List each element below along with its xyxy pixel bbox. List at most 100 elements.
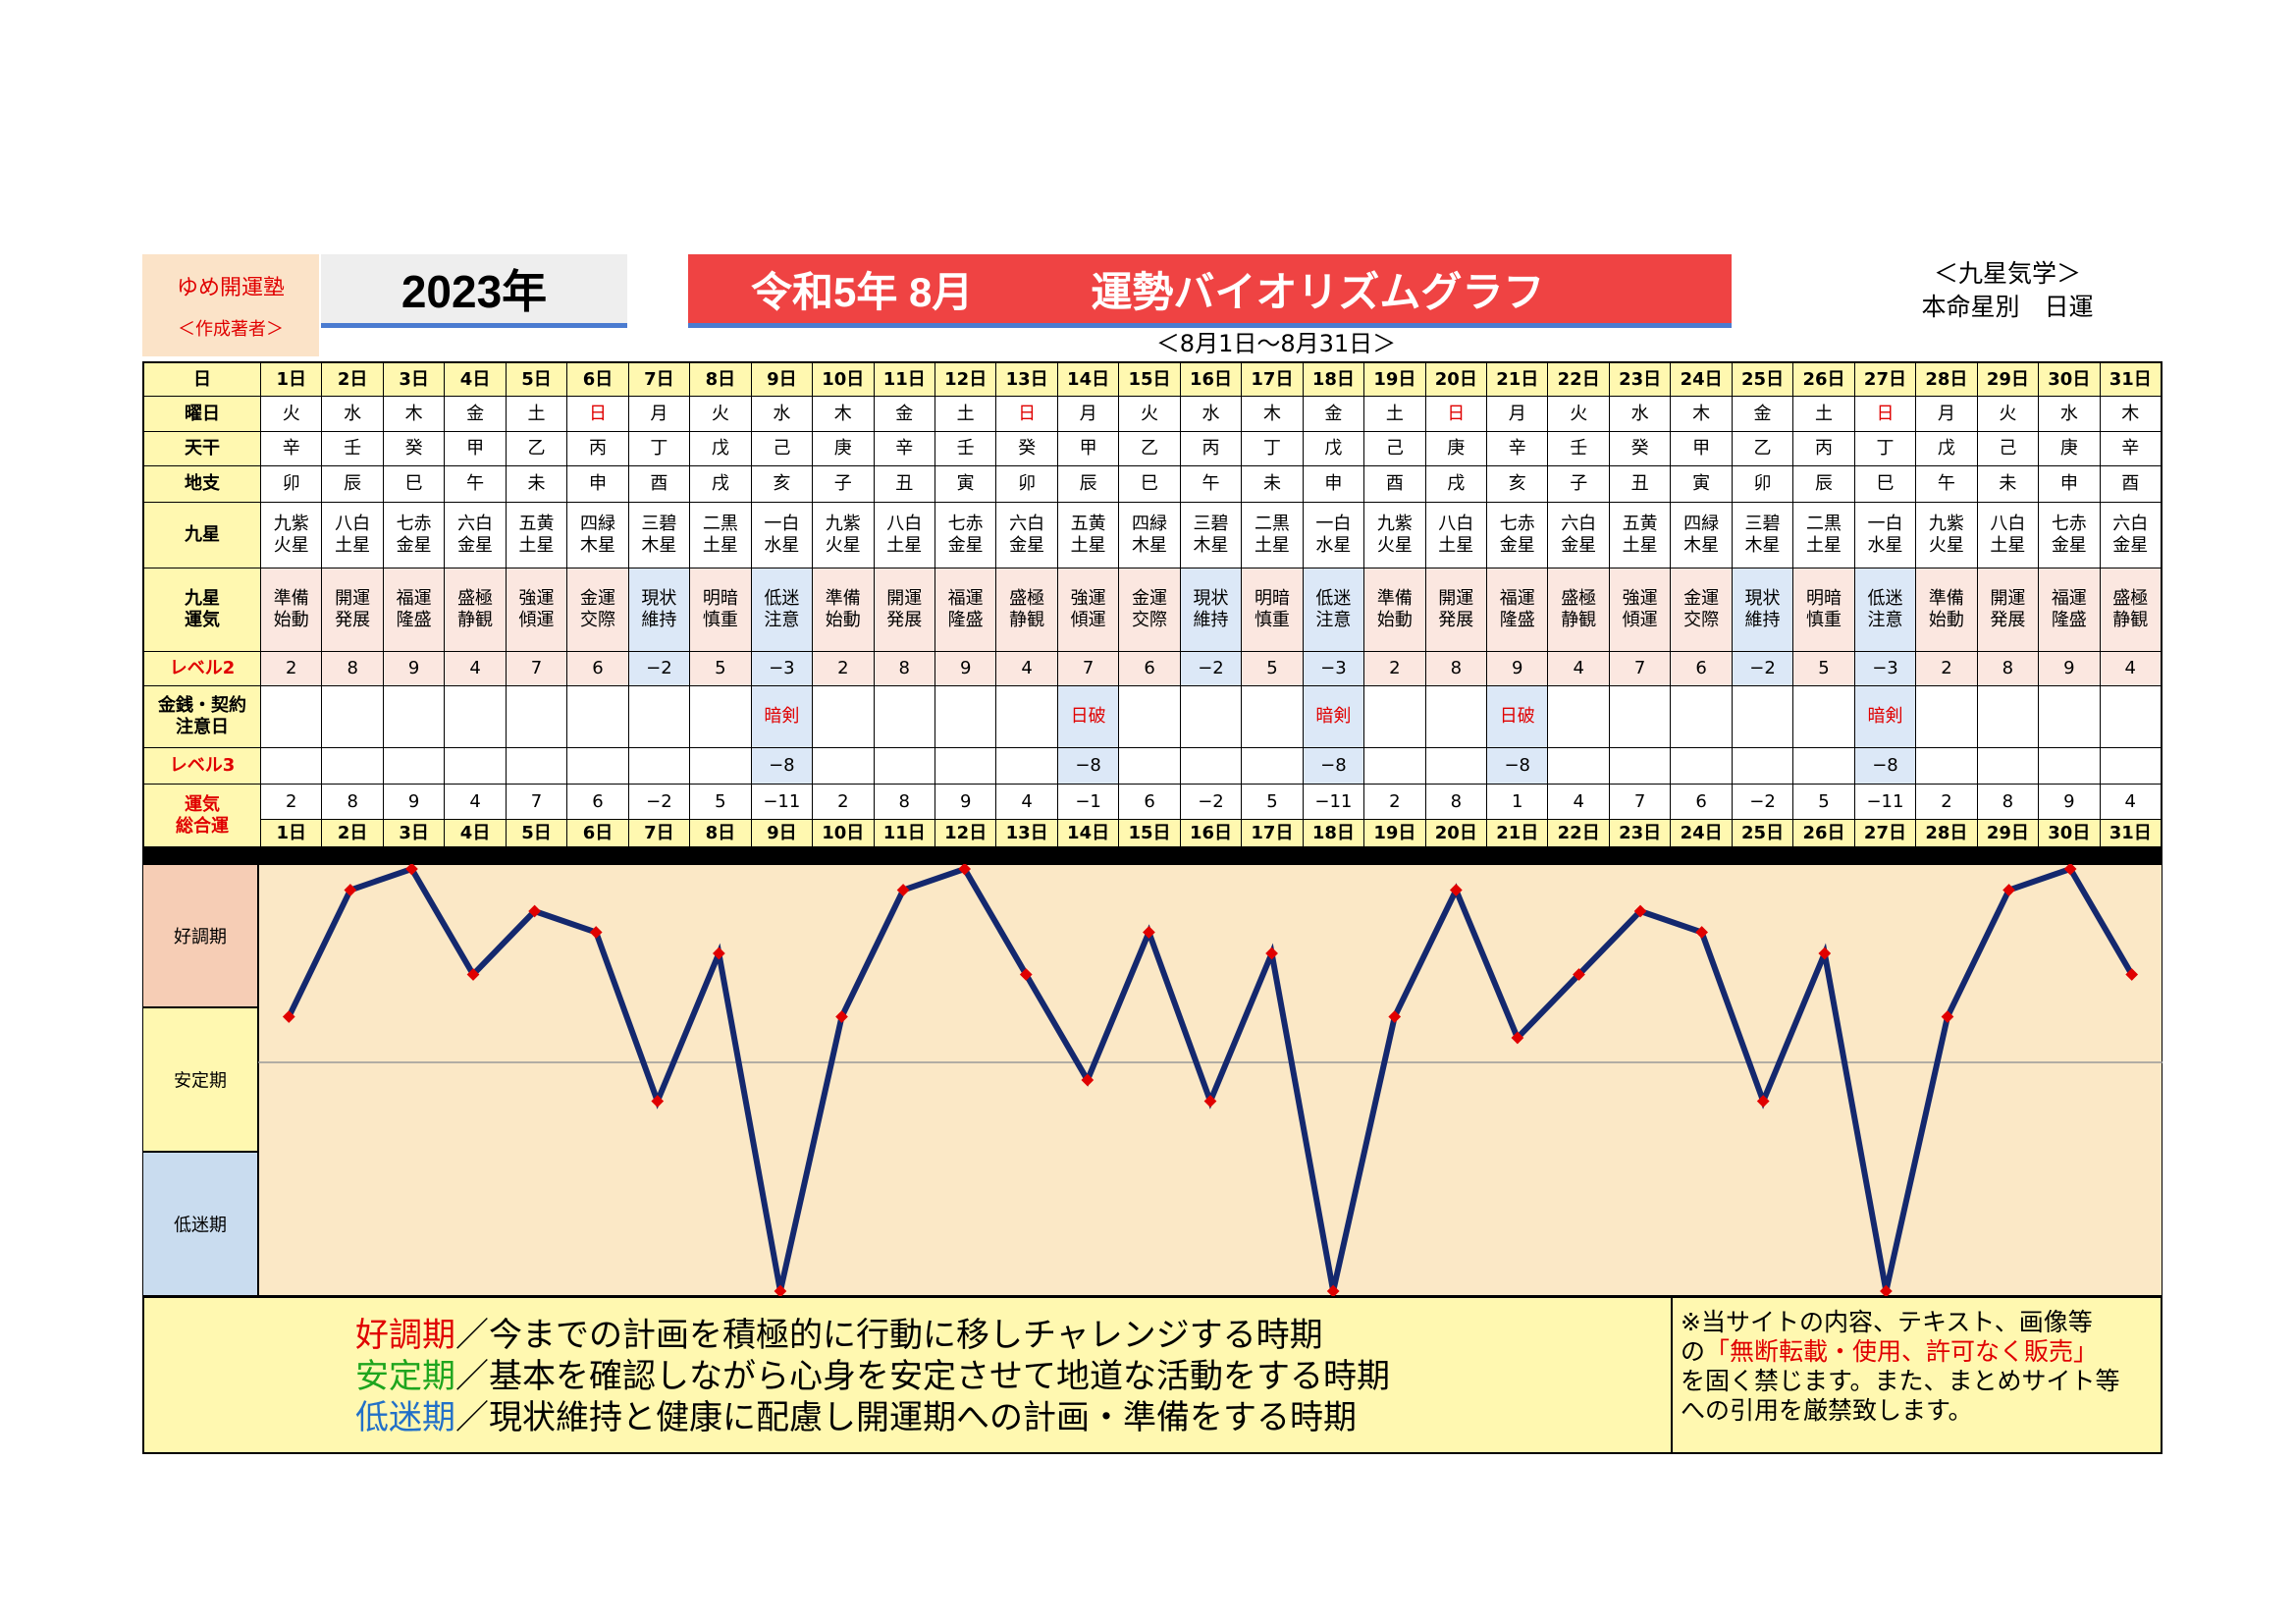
chishi-cell: 未: [506, 466, 567, 502]
weekday-cell: 木: [383, 397, 445, 431]
kyusei-cell: 三碧 木星: [1732, 503, 1793, 568]
level2-cell: −2: [1180, 652, 1242, 685]
chishi-cell: 戌: [1425, 466, 1487, 502]
total-cell: 4: [996, 785, 1057, 819]
note-line-4: への引用を厳禁致します。: [1681, 1396, 1973, 1425]
author-role: ＜作成著者＞: [178, 319, 284, 340]
unki-cell: 開運 発展: [874, 568, 934, 651]
day-header: 3日: [383, 363, 445, 396]
level3-cell: [1242, 748, 1303, 784]
day-footer: 5日: [506, 820, 567, 846]
kyusei-cell: 五黄 土星: [1057, 503, 1119, 568]
total-cell: −2: [628, 785, 690, 819]
chishi-cell: 寅: [934, 466, 996, 502]
level2-cell: 8: [322, 652, 383, 685]
money-cell: [1732, 686, 1793, 747]
day-header: 8日: [690, 363, 751, 396]
kyusei-cell: 八白 土星: [1977, 503, 2039, 568]
weekday-cell: 木: [1242, 397, 1303, 431]
weekday-cell: 土: [934, 397, 996, 431]
money-cell: [690, 686, 751, 747]
tenkan-cell: 丙: [567, 432, 628, 465]
tenkan-cell: 癸: [996, 432, 1057, 465]
level2-cell: −2: [1732, 652, 1793, 685]
day-header: 25日: [1732, 363, 1793, 396]
kyusei-cell: 三碧 木星: [628, 503, 690, 568]
unki-cell: 盛極 静観: [996, 568, 1057, 651]
level2-cell: 9: [2039, 652, 2100, 685]
level2-cell: 8: [874, 652, 934, 685]
tenkan-cell: 壬: [1548, 432, 1609, 465]
weekday-cell: 水: [2039, 397, 2100, 431]
kyusei-cell: 一白 水星: [751, 503, 813, 568]
weekday-cell: 木: [1671, 397, 1732, 431]
unki-cell: 福運 隆盛: [2039, 568, 2100, 651]
money-cell: [1364, 686, 1425, 747]
level3-cell: [261, 748, 322, 784]
day-header: 30日: [2039, 363, 2100, 396]
zone-band: [142, 864, 259, 1008]
weekday-cell: 火: [1977, 397, 2039, 431]
level3-cell: −8: [1057, 748, 1119, 784]
level3-cell: [1548, 748, 1609, 784]
unki-cell: 開運 発展: [322, 568, 383, 651]
day-header: 21日: [1487, 363, 1548, 396]
kyusei-cell: 三碧 木星: [1180, 503, 1242, 568]
weekday-cell: 火: [690, 397, 751, 431]
day-footer: 1日: [261, 820, 322, 846]
label-weekday: 曜日: [144, 397, 260, 431]
money-cell: [2100, 686, 2161, 747]
kyusei-cell: 五黄 土星: [506, 503, 567, 568]
total-cell: 6: [567, 785, 628, 819]
unki-cell: 強運 傾運: [1609, 568, 1671, 651]
total-cell: −1: [1057, 785, 1119, 819]
unki-cell: 準備 始動: [261, 568, 322, 651]
day-header: 27日: [1854, 363, 1916, 396]
total-cell: 7: [1609, 785, 1671, 819]
zone-label: 安定期: [174, 1071, 227, 1092]
method-subtitle: 本命星別 日運: [1921, 293, 2094, 321]
label-level3: レベル3: [144, 748, 260, 784]
unki-cell: 盛極 静観: [445, 568, 506, 651]
level2-cell: 2: [1916, 652, 1977, 685]
total-cell: −2: [1732, 785, 1793, 819]
money-cell: [1242, 686, 1303, 747]
tenkan-cell: 甲: [445, 432, 506, 465]
weekday-cell: 水: [1609, 397, 1671, 431]
zone-band: [142, 1151, 259, 1296]
kyusei-cell: 六白 金星: [1548, 503, 1609, 568]
day-header: 24日: [1671, 363, 1732, 396]
total-cell: 4: [1548, 785, 1609, 819]
level3-cell: [1364, 748, 1425, 784]
weekday-cell: 日: [996, 397, 1057, 431]
legend-good-term: 好調期: [355, 1316, 455, 1355]
day-header: 31日: [2100, 363, 2161, 396]
tenkan-cell: 壬: [322, 432, 383, 465]
chishi-cell: 子: [813, 466, 874, 502]
level2-cell: 5: [690, 652, 751, 685]
author-box: ゆめ開運塾 ＜作成著者＞: [142, 254, 319, 356]
money-cell: 暗剣: [751, 686, 813, 747]
total-cell: 6: [1671, 785, 1732, 819]
day-footer: 30日: [2039, 820, 2100, 846]
money-cell: [996, 686, 1057, 747]
weekday-cell: 木: [813, 397, 874, 431]
label-total: 運気 総合運: [144, 785, 260, 846]
total-cell: 4: [445, 785, 506, 819]
day-footer: 20日: [1425, 820, 1487, 846]
weekday-cell: 火: [261, 397, 322, 431]
total-cell: 8: [874, 785, 934, 819]
kyusei-cell: 六白 金星: [445, 503, 506, 568]
weekday-cell: 火: [1119, 397, 1180, 431]
money-cell: 日破: [1057, 686, 1119, 747]
chishi-cell: 未: [1977, 466, 2039, 502]
level2-cell: 5: [1242, 652, 1303, 685]
chishi-cell: 卯: [996, 466, 1057, 502]
total-cell: −11: [1854, 785, 1916, 819]
money-cell: [1119, 686, 1180, 747]
title-main: 運勢バイオリズムグラフ: [1091, 268, 1545, 315]
day-header: 13日: [996, 363, 1057, 396]
level3-cell: [1425, 748, 1487, 784]
chishi-cell: 丑: [874, 466, 934, 502]
